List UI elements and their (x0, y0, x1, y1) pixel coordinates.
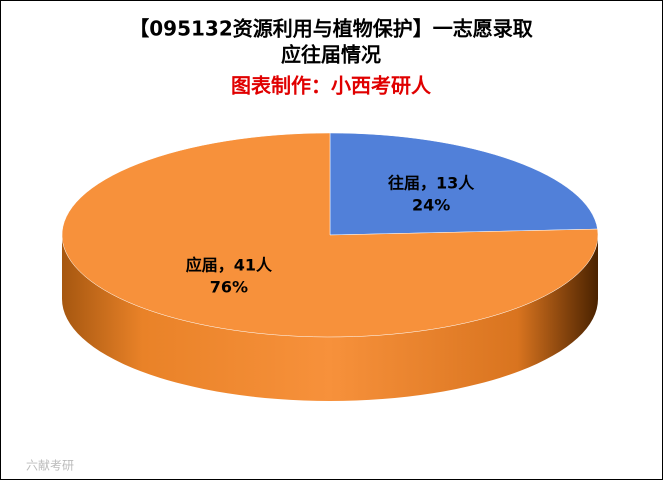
chart-subtitle: 图表制作：小西考研人 (231, 74, 432, 98)
data-label: 76% (210, 277, 248, 296)
pie-side (62, 235, 598, 401)
data-label: 24% (412, 196, 450, 215)
watermark: 六献考研 (26, 458, 74, 473)
data-label: 应届，41人 (186, 255, 273, 274)
chart-title: 应往届情况 (281, 43, 381, 67)
pie-slice (61, 132, 599, 338)
chart-title: 【095132资源利用与植物保护】一志愿录取 (129, 17, 533, 41)
data-label: 往届，13人 (388, 174, 475, 193)
pie-slice (329, 132, 598, 236)
